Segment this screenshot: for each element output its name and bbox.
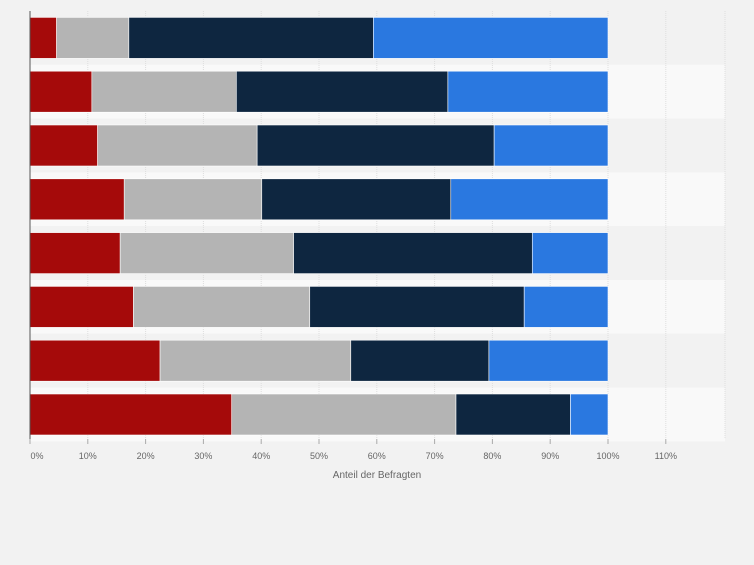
x-tick-label: 50% (310, 451, 328, 461)
x-tick-label: 30% (194, 451, 212, 461)
bar-segment (123, 178, 263, 221)
bar-segment (29, 232, 121, 274)
x-tick-label: 10% (79, 451, 97, 461)
x-tick-label: 40% (252, 451, 270, 461)
bar-segment (493, 124, 609, 167)
bar-segment (29, 124, 98, 167)
bar-segment (261, 178, 452, 221)
x-tick-label: 60% (368, 451, 386, 461)
bar-segment (373, 17, 609, 59)
x-tick-label: 0% (30, 451, 43, 461)
bar-segment (29, 339, 161, 382)
x-tick-label: 100% (596, 451, 619, 461)
x-tick-label: 90% (541, 451, 559, 461)
bar-segment (350, 339, 490, 382)
bar-segment (236, 70, 449, 113)
bar-segment (56, 17, 130, 59)
x-axis-title: Anteil der Befragten (333, 470, 421, 481)
x-tick-label: 20% (137, 451, 155, 461)
bar-segment (97, 124, 258, 167)
x-tick-label: 70% (426, 451, 444, 461)
bar-segment (231, 393, 457, 436)
bar-segment (309, 286, 525, 328)
bar-segment (91, 70, 237, 113)
bar-segment (447, 70, 609, 113)
bar-segment (455, 393, 571, 436)
bar-segment (29, 178, 125, 221)
bar-segment (29, 393, 233, 436)
bar-segment (159, 339, 352, 382)
bar-segment (128, 17, 374, 59)
bar-segment (531, 232, 609, 274)
bar-segment (256, 124, 495, 167)
x-axis: 0% 10% 20% 30% 40% 50% 60% 70% 80% 90% 100% 110% (29, 11, 677, 461)
bars (29, 17, 609, 436)
bar-segment (293, 232, 533, 274)
bar-segment (29, 286, 134, 328)
x-tick-label: 110% (655, 451, 677, 461)
bar-segment (523, 286, 609, 328)
bar-segment (450, 178, 609, 221)
bar-segment (133, 286, 311, 328)
bar-segment (119, 232, 294, 274)
bar-segment (29, 17, 57, 59)
x-tick-label: 80% (483, 451, 501, 461)
bar-segment (570, 393, 609, 436)
bar-segment (488, 339, 609, 382)
bar-segment (29, 70, 93, 113)
